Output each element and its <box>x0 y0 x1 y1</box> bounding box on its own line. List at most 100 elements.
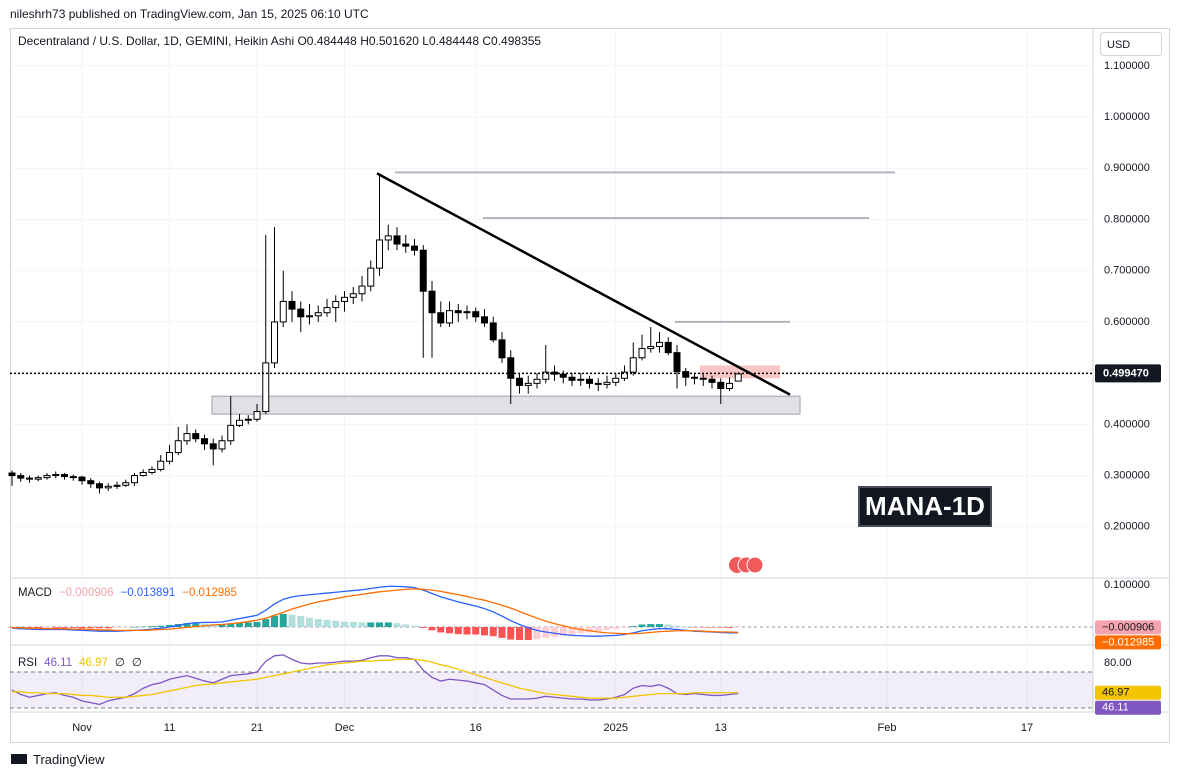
x-tick-label: Nov <box>72 722 92 734</box>
histogram-bar <box>43 626 51 628</box>
candle-body <box>297 308 305 318</box>
legend-value: 46.11 <box>44 657 73 669</box>
candle-body <box>393 235 401 245</box>
x-tick-label: Feb <box>878 722 897 734</box>
candle-body <box>726 382 733 390</box>
histogram-bar <box>227 623 235 627</box>
candle-body <box>472 311 480 318</box>
macd-legend: MACD −0.000906 −0.013891 −0.012985 <box>18 587 244 599</box>
candle-body <box>507 357 515 379</box>
x-tick-label: 21 <box>251 722 263 734</box>
candle-body <box>524 382 532 386</box>
y-tick-label: 0.600000 <box>1104 316 1150 328</box>
candle-body <box>236 419 243 426</box>
histogram-bar <box>489 626 497 637</box>
legend-value: −0.012985 <box>182 587 237 599</box>
y-tick-label: 80.00 <box>1104 657 1132 669</box>
ohlc-label: L <box>422 34 429 48</box>
candle-body <box>717 381 725 390</box>
histogram-bar <box>568 626 576 635</box>
value-tag-label: −0.000906 <box>1102 621 1154 633</box>
trendline <box>376 172 791 396</box>
legend-value: −0.013891 <box>120 587 176 599</box>
ohlc-value: 0.484448 <box>306 34 357 48</box>
candle-body <box>139 471 147 477</box>
histogram-bar <box>279 614 287 627</box>
price-tag-label: 0.499470 <box>1103 367 1149 379</box>
candle-body <box>34 477 42 480</box>
candle-body <box>131 475 138 484</box>
histogram-bar <box>559 626 567 636</box>
candle-body <box>498 339 506 359</box>
value-tag <box>1095 635 1161 650</box>
y-tick-label: 0.400000 <box>1104 418 1150 430</box>
histogram-bar <box>726 626 733 628</box>
histogram-bar <box>612 626 620 630</box>
candle-body <box>454 310 462 314</box>
candle-body <box>376 239 383 269</box>
candle-body <box>638 348 646 359</box>
histogram-bar <box>594 626 602 632</box>
histogram-bar <box>437 626 445 633</box>
histogram-bar <box>393 623 401 627</box>
y-tick-label: 0.800000 <box>1104 213 1150 225</box>
histogram-bar <box>498 626 506 638</box>
histogram-bar <box>183 623 191 627</box>
histogram-bar <box>691 626 698 628</box>
histogram-bar <box>629 626 637 627</box>
histogram-bar <box>271 615 278 627</box>
histogram-bar <box>209 624 217 627</box>
candle-body <box>577 378 585 381</box>
histogram-bar <box>78 626 86 629</box>
histogram-bar <box>664 624 672 627</box>
candle-body <box>43 475 51 479</box>
candle-body <box>437 312 445 324</box>
legend-extra: ∅ <box>131 657 142 669</box>
ohlc-label: C <box>482 34 492 48</box>
support-zone <box>211 395 801 415</box>
indicator-line <box>11 654 739 706</box>
watermark-box <box>858 486 992 527</box>
symbol-title: Decentraland / U.S. Dollar, 1D, GEMINI, … <box>18 34 541 48</box>
histogram-bar <box>26 626 33 628</box>
candle-body <box>87 480 95 485</box>
histogram-bar <box>332 620 340 627</box>
histogram-bar <box>551 626 558 637</box>
candle-body <box>411 245 418 251</box>
grid <box>10 30 1093 712</box>
histogram-bar <box>603 626 611 630</box>
histogram-bar <box>673 625 681 627</box>
candle-body <box>323 307 331 314</box>
histogram-bar <box>192 623 200 627</box>
candle-body <box>402 243 410 247</box>
frame <box>10 28 1170 743</box>
histogram-bar <box>358 622 366 627</box>
candle-body <box>463 311 471 314</box>
ohlc-label: H <box>360 34 369 48</box>
currency-button[interactable]: USD <box>1100 32 1162 56</box>
candle-body <box>26 477 33 480</box>
candle-body <box>61 474 68 478</box>
candle-body <box>78 476 86 482</box>
y-tick-label: 0.300000 <box>1104 469 1150 481</box>
candle-body <box>481 316 488 324</box>
candle-body <box>594 382 602 385</box>
candle-body <box>341 296 348 302</box>
legend-value: 46.97 <box>79 657 108 669</box>
histogram-bar <box>157 625 165 627</box>
x-tick-label: 17 <box>1021 722 1033 734</box>
histogram-bar <box>419 626 427 628</box>
candle-body <box>384 235 392 241</box>
histogram-bar <box>148 626 156 627</box>
candle-body <box>209 443 217 450</box>
candle-body <box>734 373 742 382</box>
candle-body <box>218 440 226 450</box>
candle-body <box>113 484 121 487</box>
histogram-bar <box>69 626 77 628</box>
candle-body <box>279 300 287 323</box>
ohlc-value: 0.484448 <box>428 34 480 48</box>
candle-body <box>69 476 77 479</box>
histogram-bar <box>104 626 112 629</box>
x-tick-label: 16 <box>470 722 482 734</box>
